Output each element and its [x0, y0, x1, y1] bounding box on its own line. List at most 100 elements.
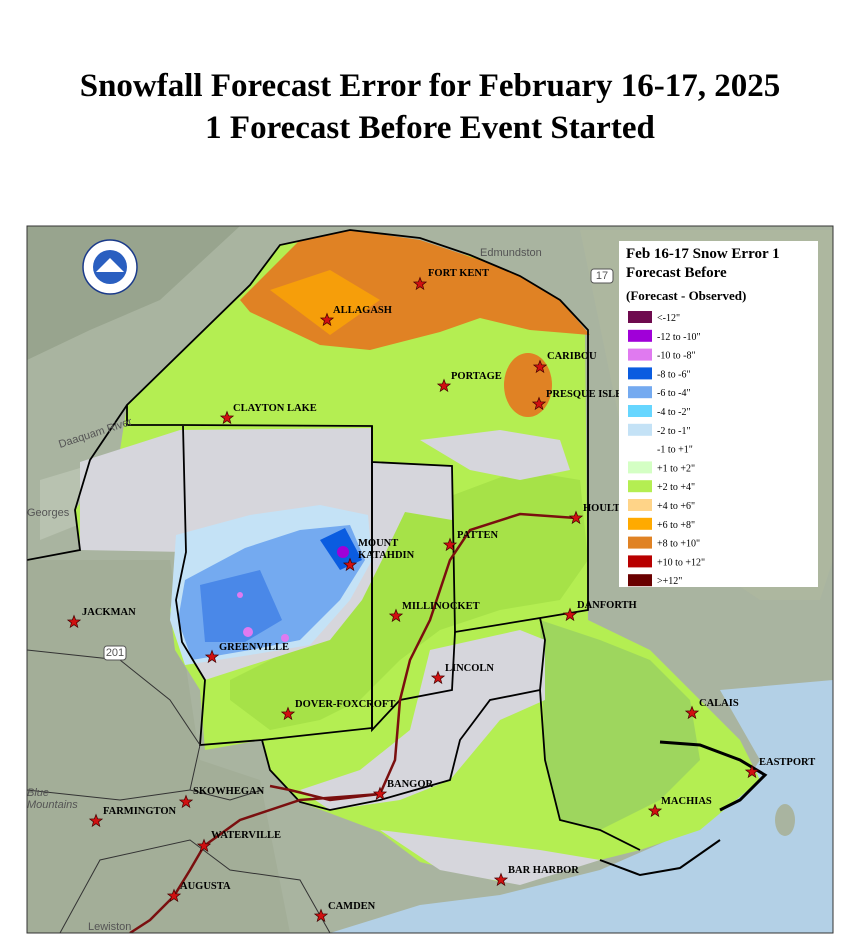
legend-swatch: [628, 311, 652, 323]
city-star: [647, 803, 663, 818]
terrain: [27, 560, 290, 933]
city-label: FORT KENT: [428, 268, 489, 279]
legend-swatch: [628, 367, 652, 380]
error-zone-minus1-plus1: [380, 830, 600, 885]
error-zone-minus12-10: [337, 546, 349, 558]
city-star: [219, 410, 235, 425]
city-star: [204, 649, 220, 664]
city-label: AUGUSTA: [180, 881, 231, 892]
terrain-dark: [27, 226, 240, 360]
legend-label: <-12": [657, 313, 680, 324]
city-star: [178, 794, 194, 809]
legend: Feb 16-17 Snow Error 1 Forecast Before (…: [619, 241, 818, 587]
legend-swatch: [628, 423, 652, 436]
city-label: KATAHDIN: [358, 550, 415, 561]
legend-label: +8 to +10": [657, 539, 700, 550]
basemap-label: Blue: [27, 787, 49, 799]
city-label: WATERVILLE: [211, 830, 281, 841]
legend-box: [619, 241, 818, 587]
cities: FORT KENT ALLAGASH CARIBOU PORTAGE PRESQUE I…: [66, 268, 815, 923]
city-star: [532, 359, 548, 374]
city-star: [196, 838, 212, 853]
error-zone-minus1-plus1: [420, 430, 570, 480]
error-zone-minus10-8: [237, 592, 243, 598]
error-zone-plus6-8: [270, 270, 380, 335]
city-label: BAR HARBOR: [508, 865, 579, 876]
city-label: HOULTON: [583, 503, 636, 514]
city-star: [319, 312, 335, 327]
basemap-label: 201: [106, 647, 124, 659]
city-label: ALLAGASH: [333, 305, 392, 316]
legend-swatch: [628, 461, 652, 474]
city-star: [531, 396, 547, 411]
water: [330, 680, 833, 933]
legend-label: -2 to -1": [657, 426, 691, 437]
legend-label: -12 to -10": [657, 332, 701, 343]
city-label: MILLINOCKET: [402, 601, 480, 612]
city-label: DOVER-FOXCROFT: [295, 699, 395, 710]
city-label: PORTAGE: [451, 371, 502, 382]
legend-label: -4 to -2": [657, 407, 691, 418]
basemap-label: Georges: [27, 507, 70, 519]
error-zone-minus1-plus1: [300, 630, 545, 810]
city-label: CALAIS: [699, 698, 739, 709]
route-shield: [103, 645, 127, 661]
legend-label: +2 to +4": [657, 482, 695, 493]
city-star: [684, 705, 700, 720]
legend-label: -10 to -8": [657, 351, 696, 362]
legend-label: +4 to +6": [657, 501, 695, 512]
city-star: [66, 614, 82, 629]
error-zone-minus10-8: [281, 634, 289, 642]
legend-swatch: [628, 442, 652, 455]
basemap-label: Edmundston: [480, 247, 542, 259]
city-label: FARMINGTON: [103, 806, 177, 817]
basemap-label: 17: [596, 270, 608, 282]
legend-label: +6 to +8": [657, 520, 695, 531]
city-label: CLAYTON LAKE: [233, 403, 317, 414]
city-star: [744, 764, 760, 779]
legend-swatch: [628, 555, 652, 568]
title-line: Snowfall Forecast Error for February 16-…: [80, 68, 781, 104]
city-label: MACHIAS: [661, 796, 712, 807]
city-star: [493, 872, 509, 887]
city-star: [166, 888, 182, 903]
legend-swatch: [628, 405, 652, 417]
highway: [129, 512, 577, 933]
legend-swatch: [628, 386, 652, 399]
city-star: [412, 276, 428, 291]
city-star: [88, 813, 104, 828]
city-star: [388, 608, 404, 623]
legend-label: -6 to -4": [657, 388, 691, 399]
city-label: BANGOR: [387, 779, 434, 790]
legend-label: >+12": [657, 576, 682, 587]
legend-swatch: [628, 517, 652, 530]
coastline: [599, 839, 721, 877]
legend-subtitle: (Forecast - Observed): [626, 288, 746, 303]
city-star: [568, 510, 584, 525]
legend-swatch: [628, 574, 652, 587]
city-label: DANFORTH: [577, 600, 637, 611]
city-label: CAMDEN: [328, 901, 376, 912]
city-label: JACKMAN: [82, 607, 136, 618]
city-star: [562, 607, 578, 622]
error-zone-minus8-6: [200, 570, 282, 642]
legend-label: -1 to +1": [657, 445, 693, 456]
city-star: [430, 670, 446, 685]
city-star: [342, 557, 358, 572]
nws-logo: [82, 239, 138, 295]
error-zone-minus10-8: [243, 627, 253, 637]
city-label: SKOWHEGAN: [193, 786, 265, 797]
legend-swatch: [628, 329, 652, 342]
city-label: PATTEN: [457, 530, 498, 541]
legend-title: Feb 16-17 Snow Error 1: [626, 246, 780, 262]
legend-label: +10 to +12": [657, 557, 705, 568]
city-star: [442, 537, 458, 552]
error-zone-plus8-10: [504, 353, 552, 417]
city-star: [280, 706, 296, 721]
city-star: [436, 378, 452, 393]
legend-swatch: [628, 499, 652, 511]
city-label: CARIBOU: [547, 351, 597, 362]
legend-label: -8 to -6": [657, 369, 691, 380]
